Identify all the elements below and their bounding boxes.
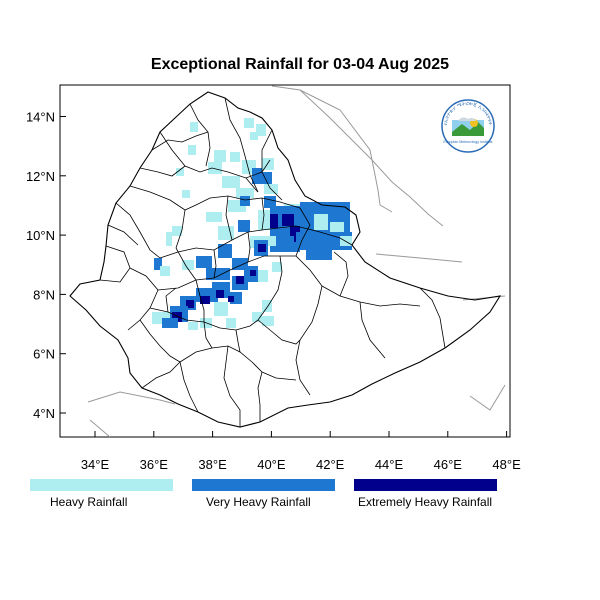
y-tick-label: 4°N (33, 406, 55, 421)
rain-cell (196, 256, 212, 268)
x-tick-label: 46°E (434, 457, 463, 472)
rain-cell (206, 212, 222, 222)
rain-cell (226, 318, 236, 328)
rain-cell (296, 232, 352, 250)
rain-cell (162, 318, 178, 328)
rain-cell (252, 312, 262, 322)
rain-cell (268, 214, 278, 228)
rain-cell (200, 296, 210, 304)
south-border (89, 419, 111, 438)
rain-cell (306, 246, 332, 260)
rain-cell (172, 226, 182, 236)
rain-cell (290, 226, 300, 236)
admin-boundaries (99, 97, 446, 427)
y-tick-label: 8°N (33, 287, 55, 302)
rain-cell (262, 300, 272, 312)
y-tick-label: 6°N (33, 347, 55, 362)
rain-cell (182, 260, 194, 270)
map-title: Exceptional Rainfall for 03-04 Aug 2025 (150, 56, 450, 73)
rain-cell (236, 188, 254, 198)
tick-marks (60, 116, 508, 437)
institute-logo: የኢትዮጵያ ሜትሮሎጂ ኢንስቲትዩት Ethiopian Meteorolo… (441, 99, 495, 153)
rain-cell (222, 176, 240, 188)
x-tick-label: 40°E (257, 457, 286, 472)
rain-cell (340, 236, 352, 246)
east-coast (469, 384, 506, 411)
y-tick-label: 12°N (26, 169, 55, 184)
rain-cell (262, 158, 274, 170)
rain-cell (188, 322, 198, 330)
rain-cell (238, 220, 250, 232)
rain-cell (250, 270, 256, 276)
rain-cell (252, 168, 262, 184)
rain-cell (160, 266, 170, 276)
logo-cloud (458, 117, 476, 121)
rain-cell (218, 244, 232, 258)
logo-caption: Ethiopian Meteorology Institute (443, 140, 492, 144)
rain-cell (186, 300, 194, 308)
x-tick-label: 48°E (492, 457, 521, 472)
rain-cell (188, 145, 196, 155)
rain-cell (330, 222, 344, 234)
rainfall-cells (152, 118, 352, 330)
rain-cell (220, 308, 228, 316)
x-tick-label: 38°E (198, 457, 227, 472)
rain-cell (214, 150, 226, 162)
rain-cell (258, 270, 268, 282)
neighbor-borders (87, 85, 506, 438)
rain-cell (218, 226, 234, 240)
x-tick-label: 36°E (140, 457, 169, 472)
rain-cell (176, 168, 184, 176)
x-tick-label: 42°E (316, 457, 345, 472)
x-axis-labels: 34°E 36°E 38°E 40°E 42°E 44°E 46°E 48°E (81, 457, 521, 472)
rain-cell (172, 312, 182, 322)
legend-heavy-label: Heavy Rainfall (50, 495, 128, 509)
rain-cell (166, 232, 172, 246)
rain-cell (264, 236, 276, 246)
rain-cell (228, 296, 234, 302)
rain-cell (258, 244, 266, 252)
rain-cell (236, 276, 244, 284)
rain-cell (244, 118, 254, 128)
rain-cell (154, 258, 162, 270)
rain-cell (250, 132, 258, 140)
rain-cell (216, 268, 230, 280)
y-tick-label: 14°N (26, 110, 55, 125)
rain-cell (208, 162, 222, 174)
legend-extreme-swatch (354, 479, 497, 491)
rain-cell (262, 316, 274, 326)
rain-cell (182, 190, 190, 198)
ethiopia-outline (69, 91, 502, 428)
legend-extreme-label: Extremely Heavy Rainfall (358, 495, 493, 509)
rain-cell (240, 196, 250, 206)
rain-cell (256, 124, 266, 136)
rain-cell (262, 172, 272, 184)
rain-cell (272, 262, 282, 272)
plot-frame (59, 84, 511, 438)
legend-very-heavy-label: Very Heavy Rainfall (206, 495, 311, 509)
legend-heavy-swatch (30, 479, 173, 491)
rain-cell (190, 122, 198, 132)
x-tick-label: 44°E (375, 457, 404, 472)
legend-very-heavy-swatch (192, 479, 335, 491)
rain-cell (216, 290, 224, 298)
rain-cell (282, 214, 294, 226)
y-tick-label: 10°N (26, 228, 55, 243)
rain-cell (314, 214, 328, 230)
rain-cell (258, 210, 270, 230)
y-axis-labels: 4°N 6°N 8°N 10°N 12°N 14°N (26, 110, 55, 422)
kenya-border (87, 391, 176, 405)
eritrea-line (299, 89, 393, 213)
x-tick-label: 34°E (81, 457, 110, 472)
gulf-aden-coast (375, 253, 463, 263)
rain-cell (230, 152, 240, 162)
